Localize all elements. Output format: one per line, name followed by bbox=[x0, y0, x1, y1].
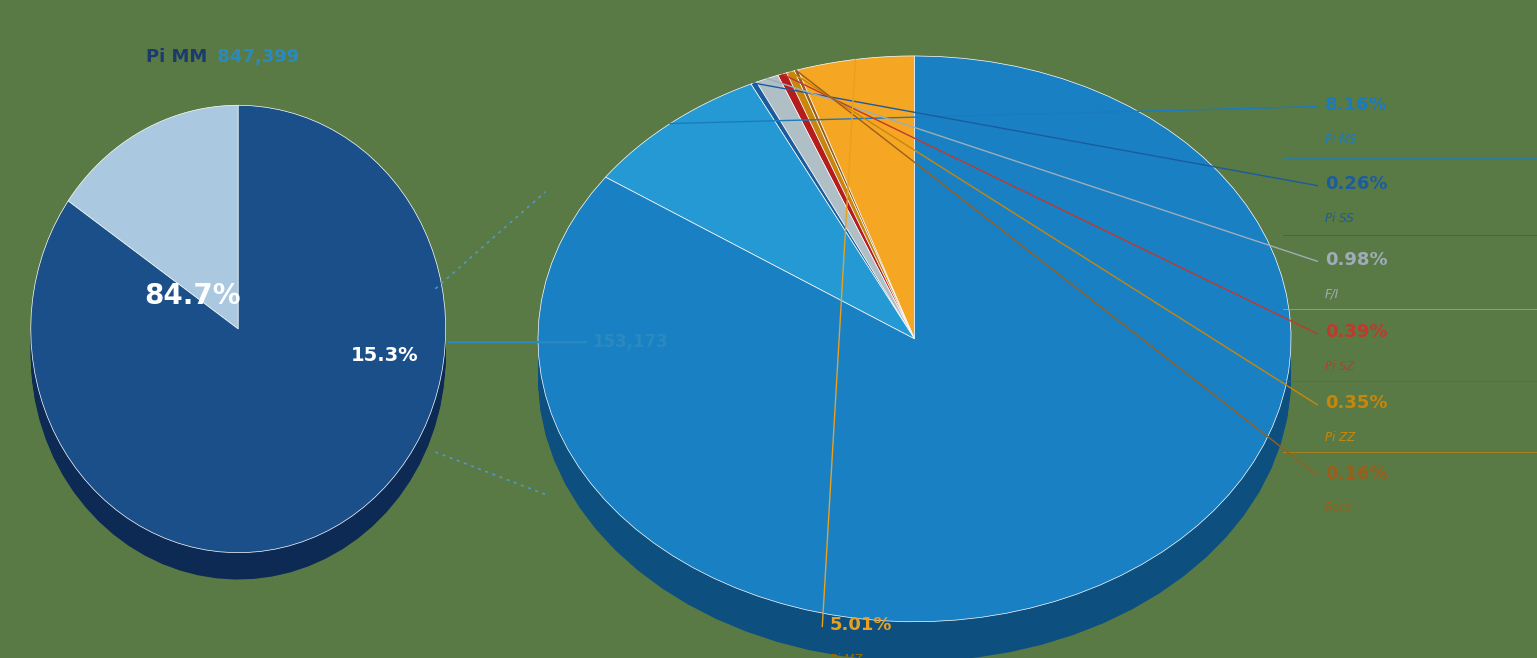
Text: 0.26%: 0.26% bbox=[1325, 175, 1388, 193]
Polygon shape bbox=[31, 124, 446, 572]
Polygon shape bbox=[31, 122, 446, 570]
Text: Pi MS: Pi MS bbox=[1325, 133, 1357, 146]
Polygon shape bbox=[31, 120, 446, 568]
Polygon shape bbox=[606, 84, 915, 339]
Polygon shape bbox=[538, 91, 1291, 657]
Polygon shape bbox=[31, 132, 446, 580]
Polygon shape bbox=[538, 81, 1291, 647]
Polygon shape bbox=[787, 71, 915, 339]
Polygon shape bbox=[538, 71, 1291, 637]
Polygon shape bbox=[752, 82, 915, 339]
Text: Pi MM: Pi MM bbox=[146, 48, 207, 66]
Polygon shape bbox=[778, 73, 915, 339]
Polygon shape bbox=[538, 68, 1291, 634]
Polygon shape bbox=[538, 78, 1291, 644]
Polygon shape bbox=[31, 107, 446, 555]
Polygon shape bbox=[538, 86, 1291, 651]
Text: 5.01%: 5.01% bbox=[830, 616, 893, 634]
Text: 0.98%: 0.98% bbox=[1325, 251, 1388, 269]
Polygon shape bbox=[31, 116, 446, 564]
Polygon shape bbox=[756, 75, 915, 339]
Text: 15.3%: 15.3% bbox=[350, 346, 418, 365]
Text: 84.7%: 84.7% bbox=[144, 282, 240, 310]
Text: F/I: F/I bbox=[1325, 288, 1339, 301]
Text: 153,173: 153,173 bbox=[449, 333, 667, 351]
Polygon shape bbox=[31, 115, 446, 563]
Polygon shape bbox=[538, 61, 1291, 626]
Polygon shape bbox=[538, 83, 1291, 649]
Polygon shape bbox=[538, 95, 1291, 658]
Polygon shape bbox=[31, 128, 446, 576]
Polygon shape bbox=[538, 76, 1291, 642]
Text: 0.16%: 0.16% bbox=[1325, 465, 1388, 483]
Polygon shape bbox=[798, 56, 915, 339]
Polygon shape bbox=[538, 93, 1291, 658]
Polygon shape bbox=[538, 73, 1291, 639]
Text: 0.39%: 0.39% bbox=[1325, 323, 1388, 342]
Polygon shape bbox=[538, 59, 1291, 624]
Polygon shape bbox=[538, 56, 1291, 622]
Text: Rare: Rare bbox=[1325, 501, 1353, 515]
Polygon shape bbox=[538, 66, 1291, 632]
Text: Pi ZZ: Pi ZZ bbox=[1325, 431, 1356, 444]
Polygon shape bbox=[795, 70, 915, 339]
Polygon shape bbox=[31, 105, 446, 553]
Text: 847,399: 847,399 bbox=[211, 48, 298, 66]
Text: Pi SS: Pi SS bbox=[1325, 212, 1354, 225]
Polygon shape bbox=[538, 88, 1291, 654]
Polygon shape bbox=[31, 111, 446, 559]
Polygon shape bbox=[538, 63, 1291, 629]
Polygon shape bbox=[31, 130, 446, 578]
Polygon shape bbox=[31, 113, 446, 561]
Polygon shape bbox=[31, 126, 446, 574]
Polygon shape bbox=[31, 118, 446, 566]
Polygon shape bbox=[68, 105, 238, 329]
Text: 8.16%: 8.16% bbox=[1325, 96, 1388, 114]
Text: Pi MZ: Pi MZ bbox=[830, 653, 862, 658]
Polygon shape bbox=[31, 109, 446, 557]
Text: 0.35%: 0.35% bbox=[1325, 394, 1388, 413]
Text: Pi SZ: Pi SZ bbox=[1325, 360, 1354, 373]
